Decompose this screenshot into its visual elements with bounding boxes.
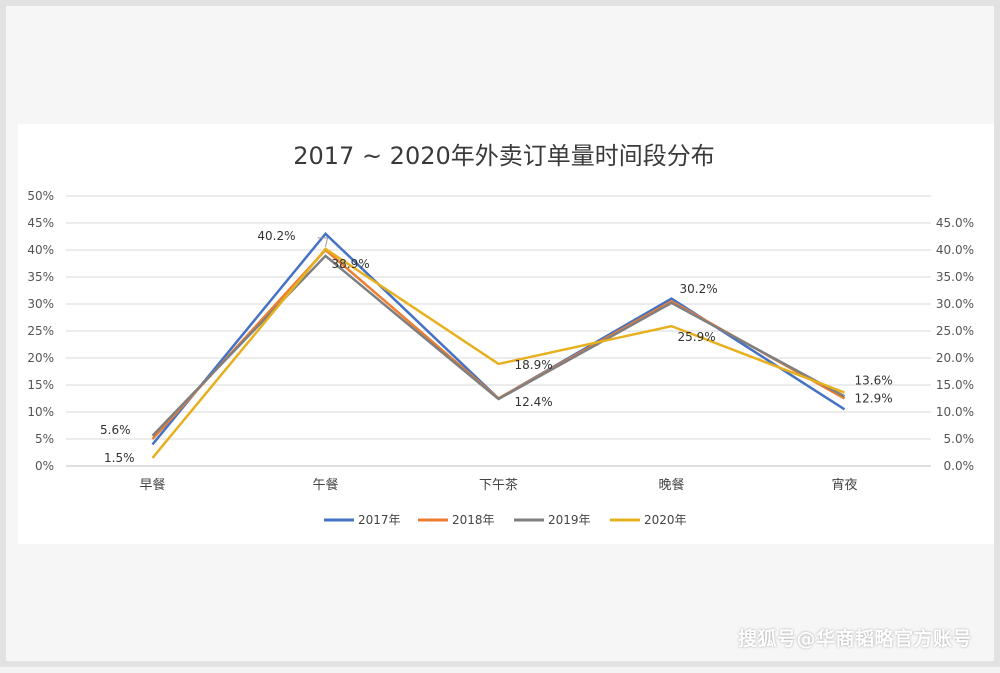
gridlines [66,195,931,467]
category-label: 宵夜 [831,477,857,493]
category-label: 晚餐 [658,477,684,493]
right-tick-label: 40.0% [936,243,974,257]
left-tick-label: 15% [27,378,54,392]
legend-label: 2019年 [548,513,591,527]
x-axis: 早餐 午餐 下午茶 晚餐 宵夜 [139,477,857,493]
right-tick-label: 10.0% [936,405,974,419]
right-tick-label: 20.0% [936,351,974,365]
left-tick-label: 0% [35,459,54,473]
left-tick-label: 30% [27,297,54,311]
legend-label: 2020年 [644,513,687,527]
data-label: 1.5% [104,451,135,465]
category-label: 下午茶 [479,477,518,493]
right-tick-label: 45.0% [936,216,974,230]
left-tick-label: 50% [27,189,54,203]
data-label: 5.6% [100,423,131,437]
left-tick-label: 45% [27,216,54,230]
data-labels: 5.6% 1.5% 40.2% 38.9% 18.9% 12.4% 30.2% 25.9% 13… [100,229,893,465]
chart-title: 2017 ~ 2020年外卖订单量时间段分布 [293,142,715,170]
data-label: 18.9% [515,358,553,372]
left-tick-label: 35% [27,270,54,284]
right-tick-label: 15.0% [936,378,974,392]
right-tick-label: 30.0% [936,297,974,311]
data-label: 12.4% [515,395,553,409]
left-tick-label: 20% [27,351,54,365]
left-tick-label: 40% [27,243,54,257]
watermark: 搜狐号@华商韬略官方账号 [737,628,972,650]
legend-label: 2017年 [358,513,401,527]
data-label: 30.2% [680,282,718,296]
right-tick-label: 5.0% [944,432,975,446]
category-label: 午餐 [312,477,338,493]
legend: 2017年 2018年 2019年 2020年 [324,513,687,527]
right-axis: 0.0% 5.0% 10.0% 15.0% 20.0% 25.0% 30.0% 35.0% 40… [936,216,974,473]
legend-label: 2018年 [452,513,495,527]
right-tick-label: 35.0% [936,270,974,284]
data-label: 38.9% [332,257,370,271]
right-tick-label: 0.0% [944,459,975,473]
line-chart: 2017 ~ 2020年外卖订单量时间段分布 0% 5% 10% 15% 20% 25% 3… [18,124,994,544]
chart-area-background [18,124,994,544]
data-label: 12.9% [855,391,893,405]
right-tick-label: 25.0% [936,324,974,338]
left-tick-label: 10% [27,405,54,419]
left-tick-label: 25% [27,324,54,338]
series-line [151,247,845,459]
left-axis: 0% 5% 10% 15% 20% 25% 30% 35% 40% 45% 50% [27,189,54,473]
series-lines [151,231,846,459]
data-label: 13.6% [855,374,893,388]
data-label: 25.9% [678,330,716,344]
label-leader-line [317,237,329,248]
left-tick-label: 5% [35,432,54,446]
series-line [151,254,846,437]
category-label: 早餐 [139,477,165,493]
data-label: 40.2% [257,229,295,243]
